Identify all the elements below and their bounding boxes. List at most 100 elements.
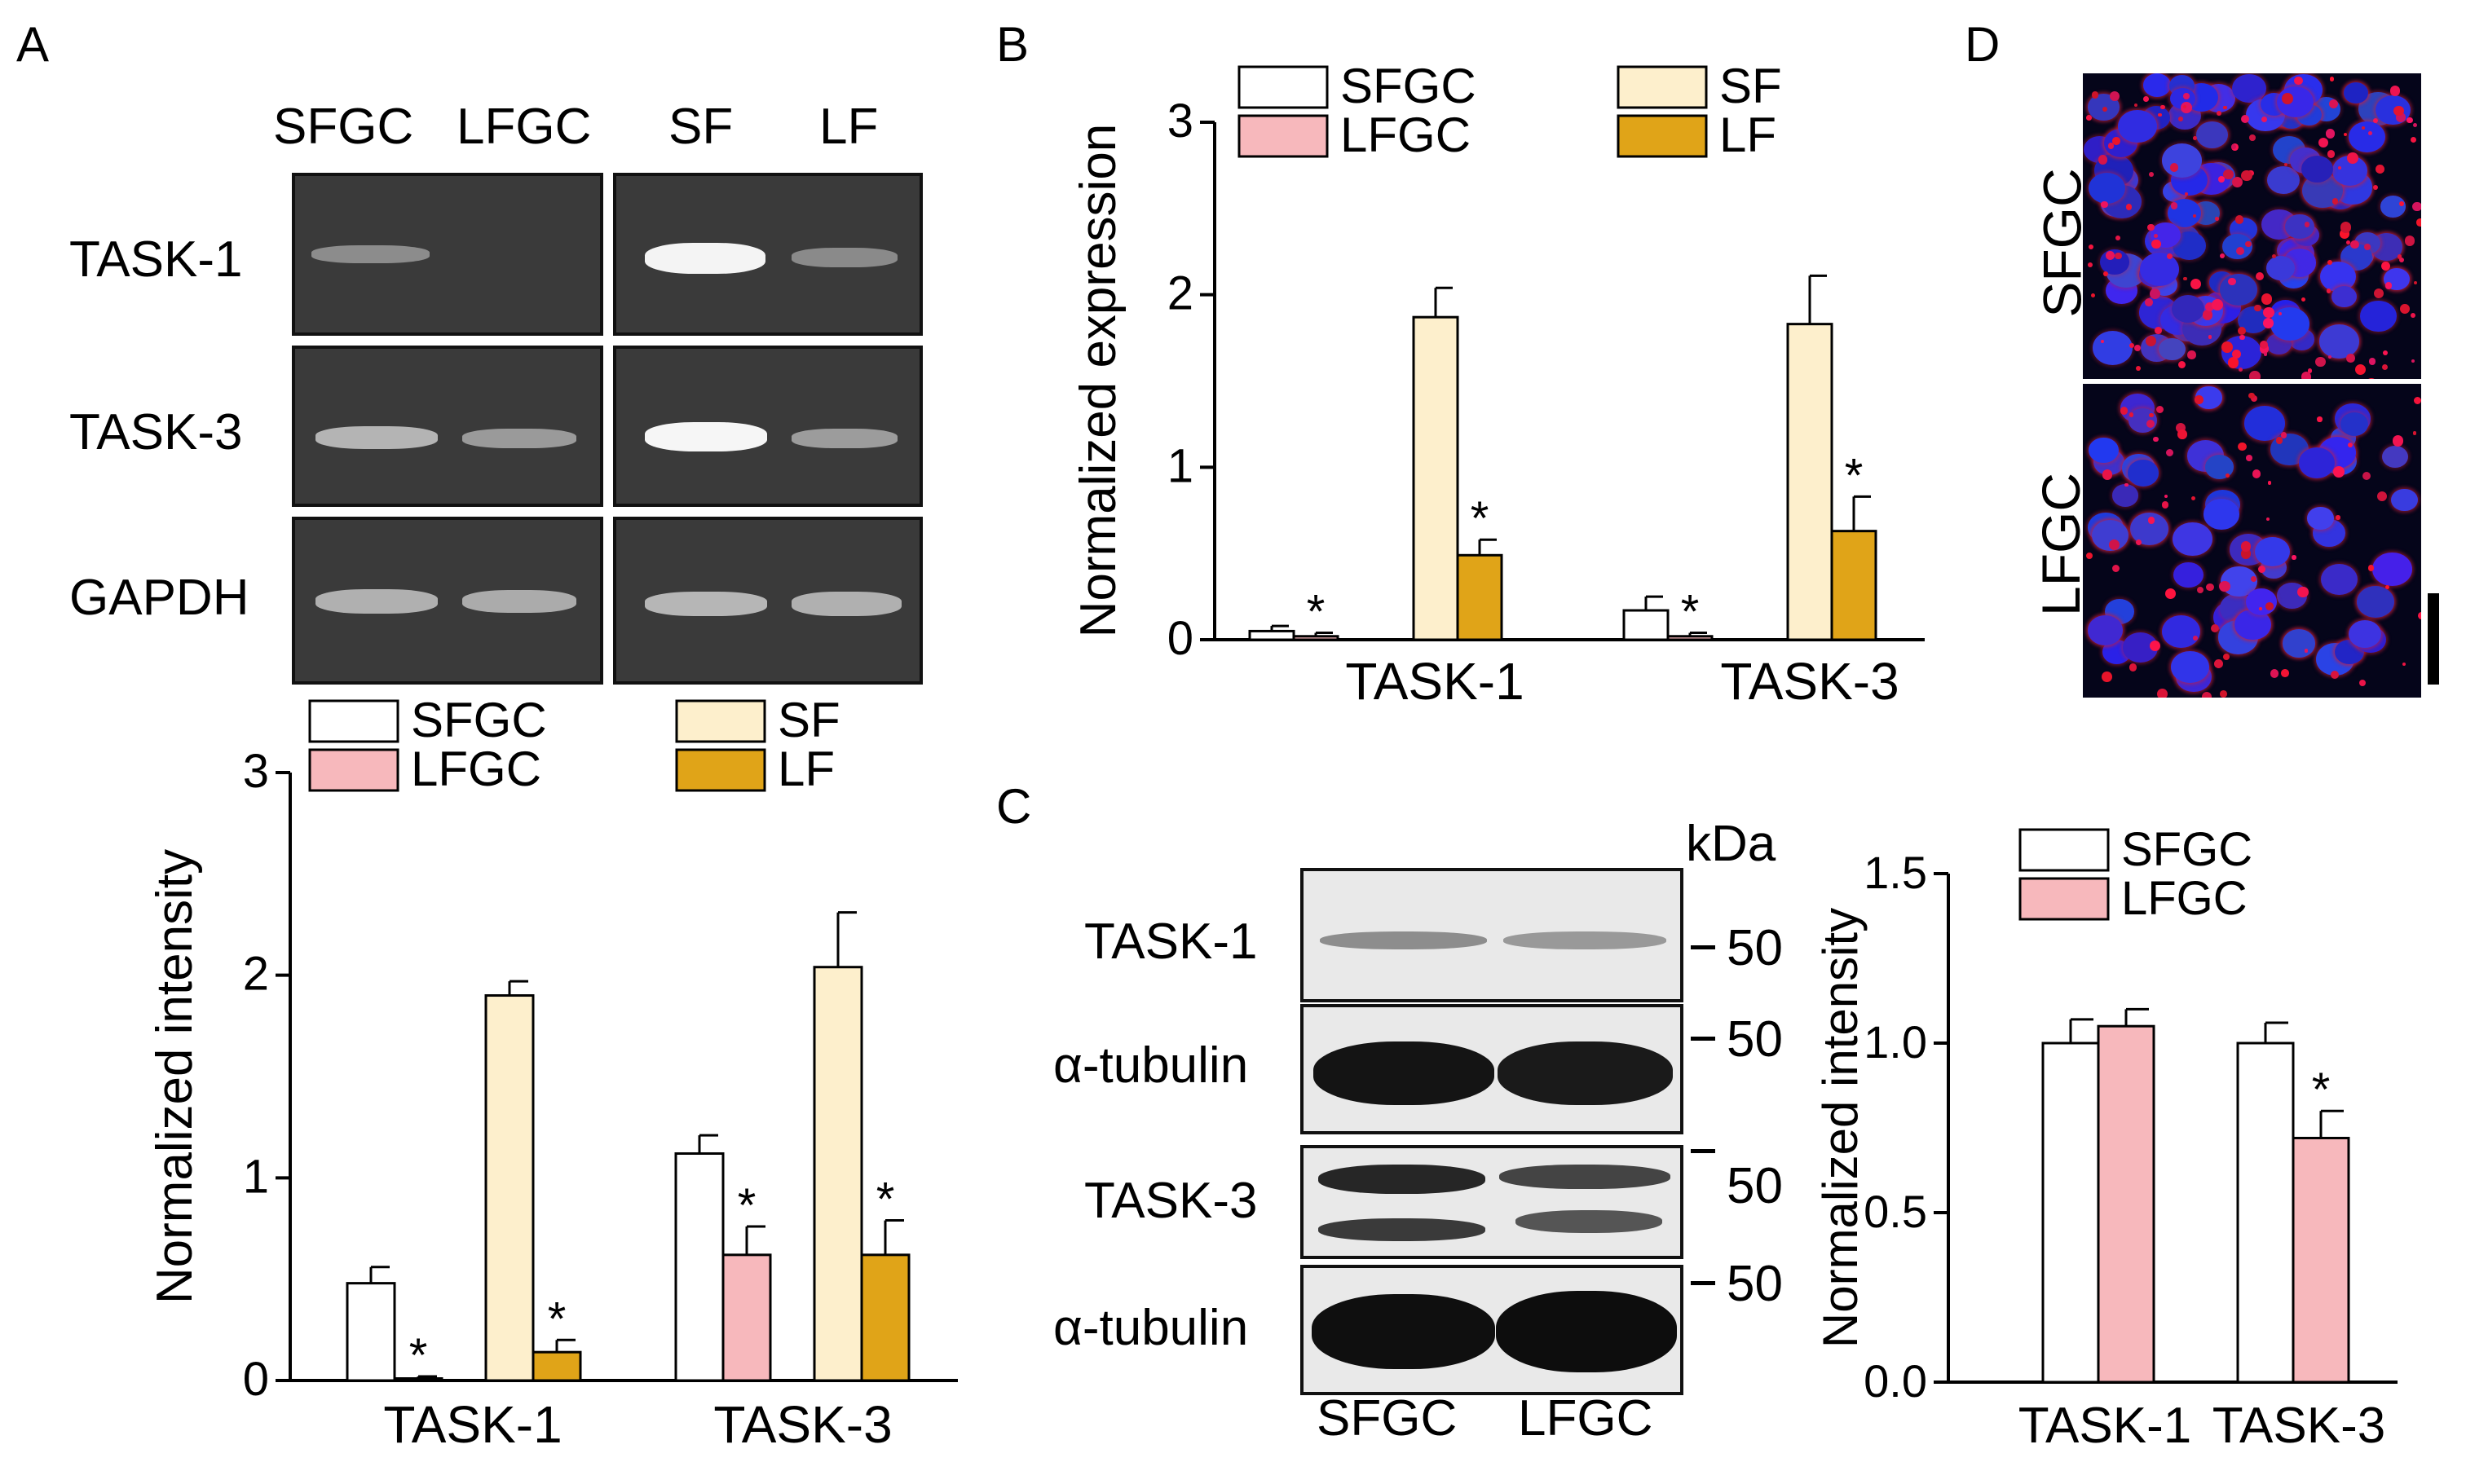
blot-row-tubulin-2: α-tubulin [1053,1300,1249,1356]
micrograph-sfgc-stain [2282,93,2294,105]
micrograph-sfgc-stain [2129,343,2135,349]
chart-c-significance-marker: * [2312,1063,2331,1116]
micrograph-sfgc-stain [2376,165,2385,174]
micrograph-sfgc-stain [2346,240,2351,244]
micrograph-sfgc-stain [2328,99,2339,109]
panel-d-letter: D [1965,17,2001,72]
band [792,592,902,616]
chart-b-legend-swatch [1237,114,1329,158]
micrograph-sfgc-stain [2234,215,2243,224]
micrograph-sfgc [2083,73,2421,379]
micrograph-sfgc-stain [2259,341,2268,350]
band [1320,931,1487,949]
micrograph-sfgc-stain [2373,288,2384,298]
chart-b-legend-swatch [1237,65,1329,109]
micrograph-sfgc-nucleus [2331,285,2358,308]
micrograph-sfgc-stain [2261,117,2267,123]
micrograph-sfgc-stain [2147,224,2155,231]
chart-a-bar-sfgc [346,1282,396,1382]
micrograph-sfgc-stain [2177,361,2186,369]
micrograph-sfgc-stain [2223,105,2227,109]
kda-label: kDa [1686,816,1776,872]
micrograph-label-sfgc: SFGC [2031,168,2093,318]
micrograph-sfgc-stain [2399,304,2410,314]
micrograph-sfgc-stain [2183,93,2190,99]
micrograph-sfgc-stain [2411,359,2415,363]
chart-a-category-label: TASK-1 [383,1395,562,1454]
micrograph-sfgc-stain [2271,253,2276,259]
micrograph-lfgc-stain [2211,624,2220,633]
blot-lane-sfgc: SFGC [1317,1390,1458,1447]
micrograph-lfgc-stain [2223,653,2230,660]
chart-a-legend-swatch [308,699,399,743]
band [1499,1165,1670,1189]
micrograph-sfgc-nucleus [2195,121,2228,148]
band [1313,1041,1494,1105]
micrograph-lfgc-stain [2292,555,2296,560]
chart-b-bar-lf [1456,553,1503,641]
micrograph-lfgc-nucleus [2254,536,2290,567]
chart-a-y-tick-label: 2 [243,948,269,1001]
micrograph-sfgc-nucleus [2092,330,2133,366]
micrograph-sfgc-stain [2088,244,2094,250]
micrograph-sfgc-stain [2208,335,2212,339]
micrograph-sfgc-stain [2325,128,2336,139]
chart-b-significance-marker: * [1681,586,1700,639]
micrograph-sfgc-stain [2135,365,2141,372]
chart-a-significance-marker: * [548,1292,567,1345]
micrograph-lfgc-stain [2205,583,2214,592]
micrograph-sfgc-stain [2204,302,2215,312]
micrograph-sfgc-stain [2236,246,2245,255]
chart-c-category-label: TASK-3 [2212,1398,2385,1454]
micrograph-lfgc-stain [2155,405,2164,413]
micrograph-sfgc-stain [2239,334,2246,341]
chart-b-legend-swatch [1617,114,1708,158]
micrograph-sfgc-stain [2389,86,2401,97]
micrograph-lfgc-nucleus [2391,488,2418,512]
micrograph-lfgc-stain [2265,602,2274,610]
micrograph-sfgc-stain [2241,170,2252,182]
micrograph-lfgc-stain [2190,495,2196,501]
micrograph-lfgc-stain [2214,658,2223,668]
gel-row-task1: TASK-1 [69,231,243,288]
micrograph-sfgc-stain [2393,105,2404,117]
chart-b-legend-label: SFGC [1340,59,1476,113]
micrograph-sfgc-stain [2155,327,2162,334]
band [792,248,898,267]
micrograph-sfgc-stain [2106,251,2115,260]
micrograph-sfgc-stain [2216,110,2221,116]
chart-c-bar-sfgc [2236,1041,2295,1384]
micrograph-sfgc-stain [2202,310,2213,320]
micrograph-sfgc-nucleus [2360,300,2397,332]
micrograph-lfgc-nucleus [2245,588,2277,616]
chart-c-category-label: TASK-1 [2018,1398,2191,1454]
micrograph-sfgc-stain [2263,351,2268,356]
micrograph-lfgc-stain [2362,472,2371,481]
micrograph-sfgc-stain [2182,104,2187,108]
band [462,429,576,448]
micrograph-sfgc-stain [2347,152,2358,164]
micrograph-sfgc-stain [2142,96,2149,102]
micrograph-sfgc-stain [2410,137,2416,143]
micrograph-sfgc-stain [2240,115,2249,124]
micrograph-lfgc-nucleus [2298,447,2336,478]
micrograph-lfgc-stain [2192,636,2198,641]
micrograph-lfgc-stain [2129,412,2134,417]
micrograph-lfgc-stain [2257,566,2266,574]
micrograph-lfgc-stain [2250,395,2257,403]
band [645,243,765,274]
blot-row-task1: TASK-1 [1084,914,1258,970]
micrograph-lfgc-stain [2266,517,2270,522]
micrograph-sfgc-stain [2101,200,2108,208]
chart-a-legend-label: LFGC [411,742,541,796]
micrograph-lfgc-stain [2297,586,2309,598]
micrograph-lfgc-stain [2202,691,2212,698]
chart-a-legend-label: SF [778,693,840,747]
micrograph-sfgc-stain [2183,276,2188,281]
micrograph-sfgc-stain [2327,150,2335,158]
micrograph-sfgc-stain [2372,185,2378,191]
chart-c-y-tick-label: 0.5 [1864,1186,1927,1237]
micrograph-lfgc-stain [2347,442,2353,448]
micrograph-sfgc-stain [2109,91,2120,102]
micrograph-lfgc-stain [2267,481,2272,485]
